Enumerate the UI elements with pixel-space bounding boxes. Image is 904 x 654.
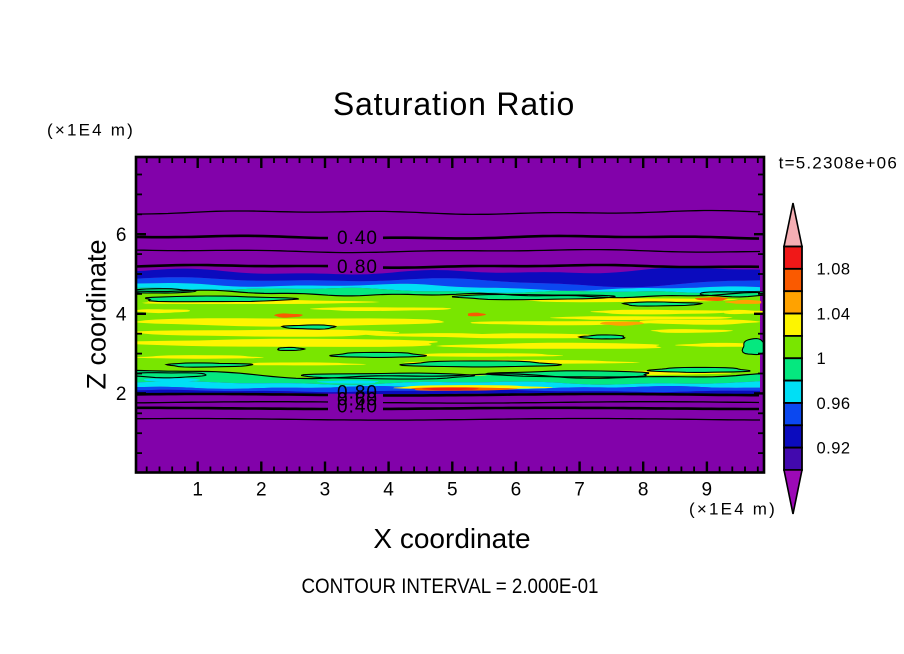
svg-text:4: 4 [383, 480, 394, 501]
svg-text:6: 6 [116, 225, 127, 246]
svg-text:Saturation Ratio: Saturation Ratio [333, 86, 575, 122]
svg-text:0.40: 0.40 [337, 397, 378, 418]
svg-text:8: 8 [638, 480, 649, 501]
svg-text:1.08: 1.08 [817, 261, 851, 279]
svg-text:1: 1 [817, 350, 827, 368]
svg-text:3: 3 [320, 480, 331, 501]
svg-text:1: 1 [192, 480, 203, 501]
svg-text:6: 6 [511, 480, 522, 501]
svg-text:0.80: 0.80 [337, 257, 378, 278]
svg-text:5: 5 [447, 480, 458, 501]
svg-text:4: 4 [116, 305, 127, 326]
svg-text:2: 2 [116, 384, 127, 405]
svg-text:0.40: 0.40 [337, 228, 378, 249]
svg-text:(×1E4 m): (×1E4 m) [47, 121, 135, 140]
svg-text:(×1E4 m): (×1E4 m) [689, 500, 777, 519]
svg-text:0.92: 0.92 [817, 439, 851, 457]
svg-text:2: 2 [256, 480, 267, 501]
svg-text:0.60: 0.60 [337, 389, 378, 410]
svg-text:t=5.2308e+06: t=5.2308e+06 [779, 154, 898, 173]
svg-text:X coordinate: X coordinate [373, 523, 530, 554]
svg-text:Z coordinate: Z coordinate [82, 239, 112, 389]
svg-text:0.96: 0.96 [817, 395, 851, 413]
svg-text:CONTOUR INTERVAL = 2.000E-01: CONTOUR INTERVAL = 2.000E-01 [302, 574, 599, 598]
svg-text:9: 9 [702, 480, 713, 501]
svg-text:1.04: 1.04 [817, 305, 851, 323]
svg-text:7: 7 [574, 480, 585, 501]
svg-text:0.80: 0.80 [337, 383, 378, 404]
